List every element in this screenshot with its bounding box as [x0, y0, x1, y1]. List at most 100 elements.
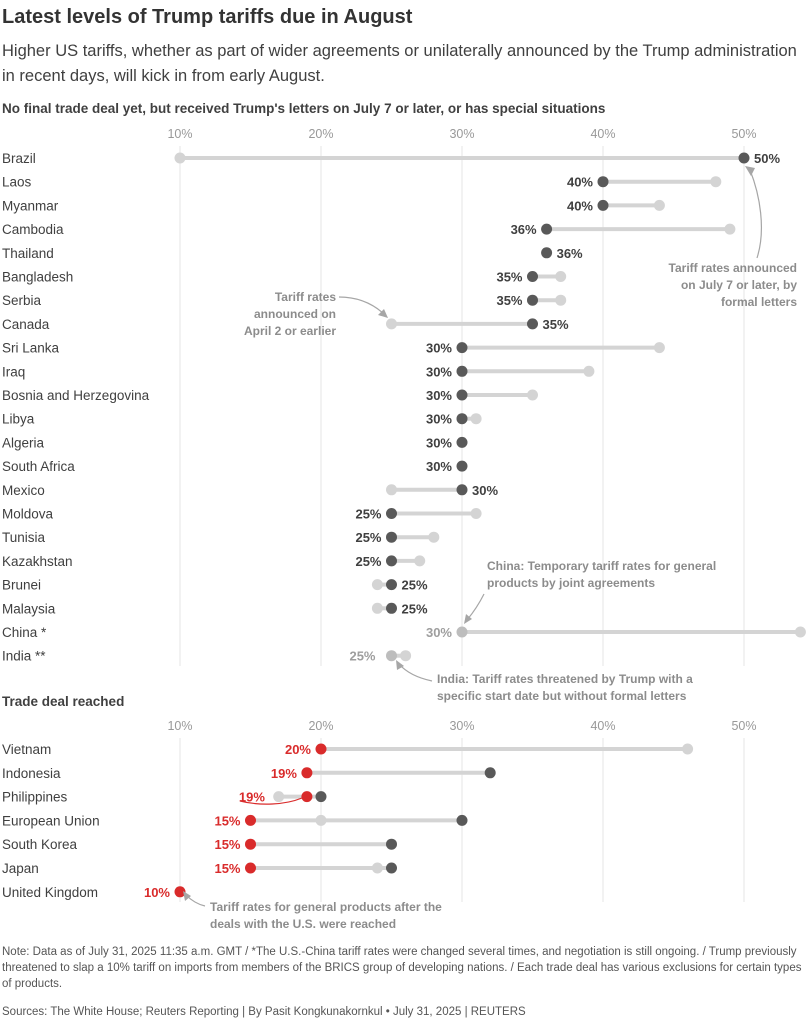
previous-rate-dot: [653, 342, 665, 354]
country-label-algeria: Algeria: [2, 435, 45, 450]
deal-value-label: 15%: [214, 861, 240, 876]
deal-rate-dot: [245, 838, 256, 850]
previous-rate-dot: [386, 318, 397, 330]
country-label-mexico: Mexico: [2, 483, 45, 498]
value-label: 30%: [472, 483, 498, 498]
annotation-china: products by joint agreements: [487, 576, 655, 590]
arrow-head: [464, 614, 472, 624]
annotation-arrow: [466, 593, 485, 621]
previous-rate-dot: [794, 626, 806, 638]
annotation-arrow: [749, 169, 762, 259]
current-rate-dot: [386, 531, 397, 543]
annotation-arrow: [338, 296, 385, 315]
current-rate-dot: [386, 508, 397, 519]
country-label-philippines: Philippines: [2, 790, 68, 805]
annotation-deal: deals with the U.S. were reached: [210, 917, 396, 931]
deal-value-label: 15%: [214, 837, 240, 852]
previous-rate-dot: [724, 223, 736, 235]
country-label-bangladesh: Bangladesh: [2, 270, 73, 285]
country-label-laos: Laos: [2, 175, 32, 190]
value-label: 30%: [426, 625, 452, 640]
annotation-july7: on July 7 or later, by: [681, 278, 797, 292]
country-label-vietnam: Vietnam: [2, 742, 51, 757]
deal-value-label: 19%: [239, 790, 265, 805]
deal-rate-dot: [245, 862, 256, 874]
value-label: 25%: [355, 530, 381, 545]
current-rate-dot: [456, 626, 468, 638]
footnote: Note: Data as of July 31, 2025 11:35 a.m…: [2, 946, 802, 990]
current-rate-dot: [456, 342, 468, 354]
tick-label: 50%: [731, 719, 756, 733]
previous-rate-dot: [653, 199, 665, 211]
deal-value-label: 19%: [271, 766, 297, 781]
annotation-india: India: Tariff rates threatened by Trump …: [437, 672, 693, 686]
country-label-south-korea: South Korea: [2, 837, 78, 852]
letter-rate-dot: [315, 791, 327, 803]
previous-rate-dot: [555, 294, 567, 306]
previous-rate-dot: [371, 579, 383, 591]
value-label: 40%: [567, 198, 593, 213]
value-label: 30%: [426, 412, 452, 427]
previous-rate-dot: [583, 365, 595, 377]
country-label-tunisia: Tunisia: [2, 530, 46, 545]
deal-rate-dot: [315, 743, 327, 755]
value-label: 30%: [426, 341, 452, 356]
deal-value-label: 15%: [214, 813, 240, 828]
country-label-sri-lanka: Sri Lanka: [2, 341, 60, 356]
country-label-malaysia: Malaysia: [2, 601, 56, 616]
previous-rate-dot: [527, 389, 538, 401]
country-label-indonesia: Indonesia: [2, 766, 61, 781]
current-rate-dot: [456, 484, 468, 496]
deal-value-label: 20%: [285, 742, 311, 757]
previous-rate-dot: [428, 531, 440, 543]
previous-rate-dot: [400, 650, 412, 662]
previous-rate-dot: [386, 484, 397, 496]
value-label: 25%: [402, 578, 428, 593]
country-label-kazakhstan: Kazakhstan: [2, 554, 73, 569]
country-label-european-union: European Union: [2, 813, 100, 828]
value-label: 36%: [511, 222, 537, 237]
current-rate-dot: [456, 413, 468, 425]
current-rate-dot: [738, 152, 750, 164]
annotation-july7: Tariff rates announced: [669, 261, 797, 275]
annotation-china: China: Temporary tariff rates for genera…: [487, 559, 716, 573]
current-rate-dot: [386, 650, 397, 662]
country-label-united-kingdom: United Kingdom: [2, 885, 98, 900]
tick-label: 20%: [308, 719, 333, 733]
value-label: 35%: [496, 293, 522, 308]
value-label: 30%: [426, 364, 452, 379]
annotation-july7: formal letters: [721, 295, 797, 309]
current-rate-dot: [527, 294, 538, 306]
country-label-iraq: Iraq: [2, 364, 25, 379]
letter-rate-dot: [386, 838, 397, 850]
value-label: 36%: [557, 246, 583, 261]
current-rate-dot: [541, 223, 553, 235]
previous-rate-dot: [555, 271, 567, 282]
country-label-japan: Japan: [2, 861, 39, 876]
previous-rate-dot: [174, 152, 186, 164]
annotation-india: specific start date but without formal l…: [437, 689, 687, 703]
value-label: 30%: [426, 388, 452, 403]
country-label-india: India **: [2, 649, 46, 664]
country-label-canada: Canada: [2, 317, 50, 332]
value-label: 30%: [426, 459, 452, 474]
current-rate-dot: [527, 318, 538, 330]
tick-label: 30%: [449, 719, 474, 733]
value-label: 35%: [496, 270, 522, 285]
deal-rate-dot: [301, 791, 313, 803]
country-label-brazil: Brazil: [2, 151, 36, 166]
value-label: 35%: [543, 317, 569, 332]
previous-rate-dot: [371, 602, 383, 614]
annotation-april2: Tariff rates: [275, 290, 336, 304]
deal-rate-dot: [245, 814, 256, 826]
letter-rate-dot: [456, 814, 468, 826]
chart-subtitle: Higher US tariffs, whether as part of wi…: [2, 42, 797, 85]
annotation-arrow: [398, 663, 433, 682]
value-label: 25%: [355, 554, 381, 569]
arrow-head: [183, 891, 191, 901]
value-label: 30%: [426, 435, 452, 450]
country-label-myanmar: Myanmar: [2, 198, 59, 213]
current-rate-dot: [386, 555, 397, 567]
country-label-south-africa: South Africa: [2, 459, 75, 474]
